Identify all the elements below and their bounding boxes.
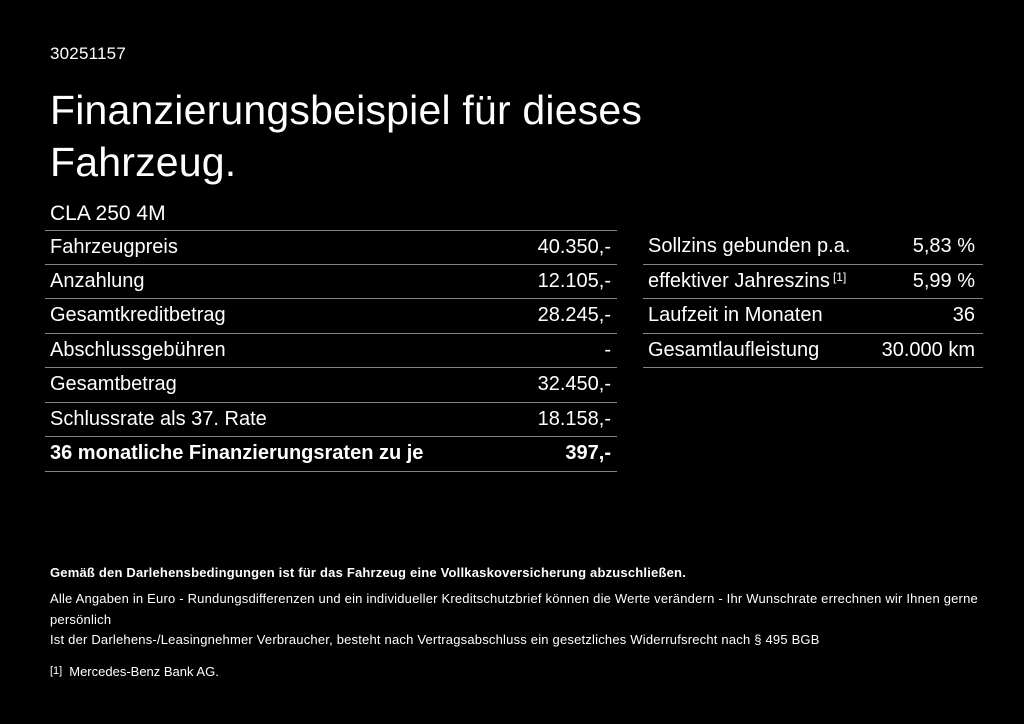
table-row: Sollzins gebunden p.a. 5,83 % <box>643 230 983 265</box>
finance-tables: CLA 250 4M Fahrzeugpreis 40.350,- Anzahl… <box>45 197 983 472</box>
table-row-monthly-rate: 36 monatliche Finanzierungsraten zu je 3… <box>45 437 617 472</box>
vehicle-model: CLA 250 4M <box>50 201 166 225</box>
row-label: Schlussrate als 37. Rate <box>50 407 267 430</box>
row-label: 36 monatliche Finanzierungsraten zu je <box>50 442 424 465</box>
table-row: Schlussrate als 37. Rate 18.158,- <box>45 403 617 437</box>
table-row: Fahrzeugpreis 40.350,- <box>45 230 617 265</box>
insurance-requirement-note: Gemäß den Darlehensbedingungen ist für d… <box>50 565 687 580</box>
table-row: effektiver Jahreszins [1] 5,99 % <box>643 265 983 299</box>
legal-footer: Gemäß den Darlehensbedingungen ist für d… <box>50 565 983 679</box>
footnote-marker: [1] <box>50 664 63 677</box>
row-label: Gesamtbetrag <box>50 373 177 396</box>
conditions-spacer <box>643 197 983 230</box>
row-label: Abschlussgebühren <box>50 338 226 361</box>
row-value: 5,99 % <box>912 269 975 292</box>
table-row: Gesamtkreditbetrag 28.245,- <box>45 299 617 334</box>
row-value: 30.000 km <box>881 338 975 361</box>
row-value: 28.245,- <box>537 304 611 327</box>
row-label: Fahrzeugpreis <box>50 235 178 258</box>
row-value: 40.350,- <box>537 235 611 258</box>
disclaimer-line1: Alle Angaben in Euro - Rundungsdifferenz… <box>50 591 978 627</box>
footnote-reference: [1] <box>832 269 847 284</box>
footnote-text: Mercedes-Benz Bank AG. <box>69 663 219 679</box>
row-label-text: effektiver Jahreszins <box>648 269 830 292</box>
row-value: 5,83 % <box>912 235 975 258</box>
row-value: 36 <box>952 304 975 327</box>
page-title-line1: Finanzierungsbeispiel für dieses <box>50 87 643 133</box>
table-row: Gesamtbetrag 32.450,- <box>45 368 617 403</box>
row-label: Sollzins gebunden p.a. <box>648 235 851 258</box>
row-label: Laufzeit in Monaten <box>648 304 823 327</box>
finance-table: CLA 250 4M Fahrzeugpreis 40.350,- Anzahl… <box>45 197 617 472</box>
table-row: Anzahlung 12.105,- <box>45 265 617 299</box>
page-title: Finanzierungsbeispiel für dieses Fahrzeug… <box>50 84 983 188</box>
row-label: Gesamtlaufleistung <box>648 338 820 361</box>
row-label: Anzahlung <box>50 269 145 292</box>
row-label: Gesamtkreditbetrag <box>50 304 226 327</box>
offer-id: 30251157 <box>50 44 126 63</box>
page-title-line2: Fahrzeug. <box>50 139 237 185</box>
row-value: 32.450,- <box>537 373 611 396</box>
disclaimer-line2: Ist der Darlehens-/Leasingnehmer Verbrau… <box>50 632 820 647</box>
row-value: 397,- <box>565 442 611 465</box>
row-value: 12.105,- <box>537 269 611 292</box>
conditions-table: Sollzins gebunden p.a. 5,83 % effektiver… <box>643 197 983 368</box>
table-row: Laufzeit in Monaten 36 <box>643 299 983 334</box>
table-row: Abschlussgebühren - <box>45 334 617 368</box>
row-value: - <box>604 338 611 361</box>
row-label: effektiver Jahreszins [1] <box>648 270 846 293</box>
footnote: [1] Mercedes-Benz Bank AG. <box>50 664 983 679</box>
table-row: Gesamtlaufleistung 30.000 km <box>643 334 983 368</box>
row-value: 18.158,- <box>537 407 611 430</box>
